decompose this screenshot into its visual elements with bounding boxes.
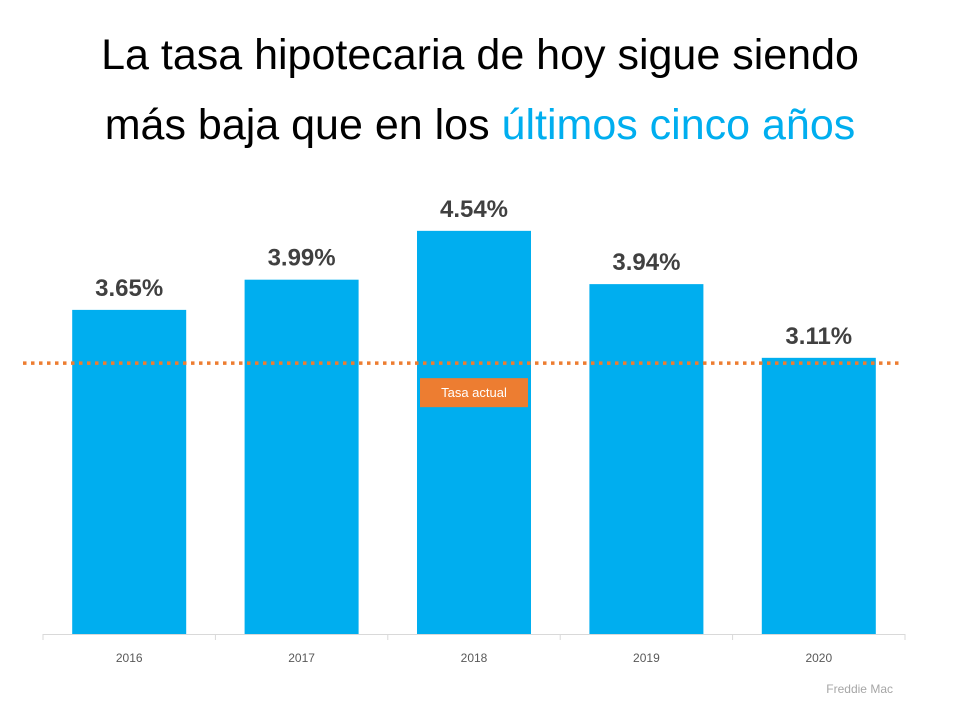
data-label: 4.54% — [440, 196, 508, 223]
bar-2019 — [589, 284, 704, 634]
reference-label-box — [420, 378, 528, 408]
bar-2016 — [72, 309, 187, 634]
bar-2020 — [761, 357, 876, 634]
bar-2018 — [417, 230, 531, 634]
data-label: 3.11% — [785, 323, 852, 350]
x-tick-label: 2017 — [288, 651, 315, 665]
data-label: 3.65% — [95, 275, 163, 302]
chart-title-line2: más baja que en los últimos cinco años — [0, 104, 960, 147]
title-prefix: más baja que en los — [104, 101, 502, 149]
x-tick-label: 2018 — [461, 651, 488, 665]
data-label: 3.99% — [268, 245, 336, 272]
x-tick-label: 2016 — [116, 651, 143, 665]
x-tick-label: 2020 — [805, 651, 832, 665]
x-tick-label: 2019 — [633, 651, 660, 665]
data-label: 3.94% — [612, 249, 680, 276]
source-label: Freddie Mac — [826, 682, 893, 696]
reference-label: Tasa actual — [441, 385, 507, 400]
chart-title-line1: La tasa hipotecaria de hoy sigue siendo — [101, 31, 859, 79]
title-highlight: últimos cinco años — [501, 101, 856, 149]
bar-2017 — [244, 279, 359, 634]
